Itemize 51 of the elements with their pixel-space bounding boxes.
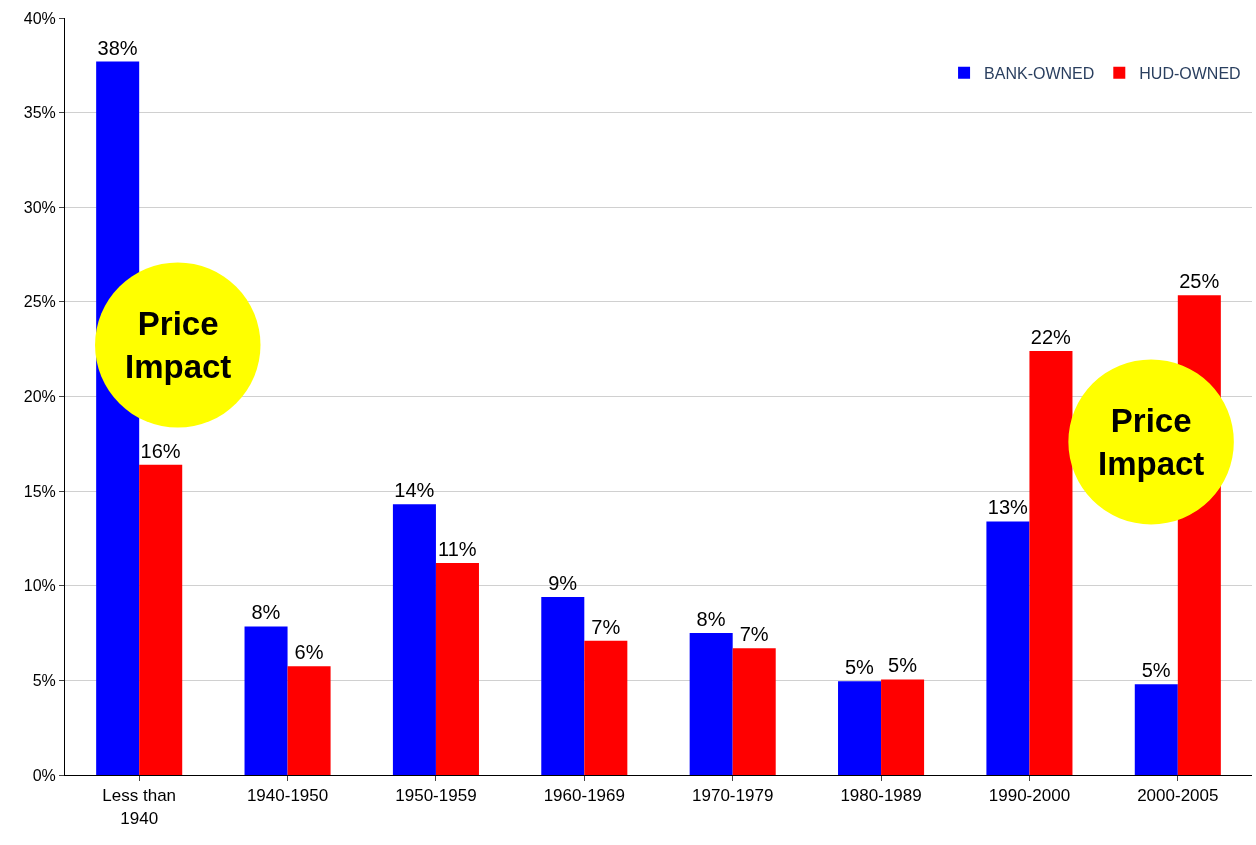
data-label: 14% xyxy=(394,479,435,502)
x-tick-label: 1980-1989 xyxy=(840,786,922,806)
y-tick-label: 40% xyxy=(23,9,56,27)
data-label: 8% xyxy=(251,601,281,624)
bar xyxy=(1029,351,1073,775)
x-tick-label: 1940-1950 xyxy=(246,786,329,806)
y-tick-label: 30% xyxy=(23,198,56,216)
bar xyxy=(881,679,925,775)
data-label: 11% xyxy=(438,538,477,561)
bar xyxy=(584,640,628,775)
bar xyxy=(244,626,288,775)
data-label: 7% xyxy=(591,615,621,638)
data-label: 5% xyxy=(1141,659,1171,682)
bar xyxy=(139,464,183,775)
y-tick-label: 10% xyxy=(23,577,56,595)
y-tick-label: 20% xyxy=(23,388,56,406)
annotation: Price Impact xyxy=(1098,402,1205,482)
x-tick-label: 2000-2005 xyxy=(1137,786,1219,806)
data-label: 16% xyxy=(140,439,181,462)
bar xyxy=(1134,684,1178,775)
y-tick-label: 25% xyxy=(23,293,56,311)
bar xyxy=(986,521,1030,775)
x-tick-label: 1960-1969 xyxy=(543,786,625,806)
bar xyxy=(541,597,585,775)
annotation: Price Impact xyxy=(125,305,232,385)
data-label: 13% xyxy=(987,496,1029,519)
data-label: 6% xyxy=(294,641,324,664)
y-tick-label: 15% xyxy=(23,482,56,500)
data-label: 38% xyxy=(97,36,138,59)
bar xyxy=(392,504,436,775)
data-label: 8% xyxy=(696,608,726,631)
data-label: 22% xyxy=(1030,326,1072,349)
data-label: 7% xyxy=(739,623,769,646)
data-label: 25% xyxy=(1179,270,1220,293)
y-tick-label: 0% xyxy=(32,766,56,784)
x-tick-label: 1970-1979 xyxy=(692,786,774,806)
x-tick-label: 1990-2000 xyxy=(988,786,1071,806)
bar xyxy=(732,648,776,775)
bar xyxy=(689,633,733,775)
y-tick-label: 35% xyxy=(23,104,56,122)
x-tick-label: 1950-1959 xyxy=(395,786,477,806)
legend-label: HUD-OWNED xyxy=(1139,64,1241,82)
bar xyxy=(435,563,479,775)
data-label: 9% xyxy=(548,572,578,595)
y-tick-label: 5% xyxy=(32,671,56,689)
legend-label: BANK-OWNED xyxy=(984,64,1095,82)
data-label: 5% xyxy=(844,656,875,679)
x-tick-label: Less than 1940 xyxy=(102,786,177,828)
bar xyxy=(838,681,882,775)
data-label: 5% xyxy=(888,654,918,677)
bar xyxy=(287,666,331,775)
